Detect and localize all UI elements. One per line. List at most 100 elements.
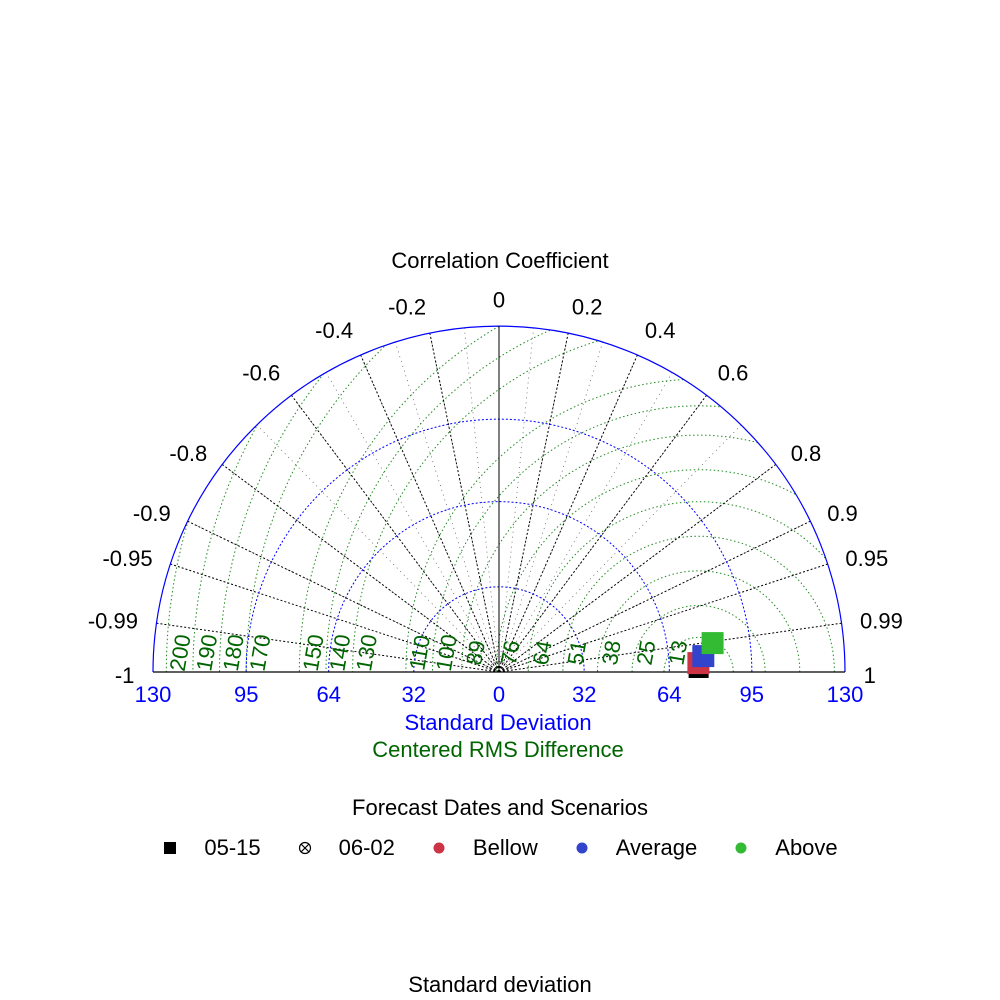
- correlation-ray: [187, 520, 500, 673]
- correlation-tick-label: -1: [115, 663, 135, 688]
- sd-tick-label: 64: [316, 682, 340, 707]
- rms-contour: [352, 340, 598, 672]
- rms-contour-label: 110: [404, 633, 435, 672]
- rms-contour: [165, 520, 189, 672]
- legend-item-05-15: 05-15: [162, 835, 261, 861]
- square-icon: [162, 840, 178, 856]
- rms-contour: [192, 426, 257, 672]
- sd-tick-label: 95: [740, 682, 764, 707]
- correlation-ray: [290, 394, 500, 673]
- rms-contour: [245, 346, 385, 672]
- sd-tick-label: 130: [827, 682, 864, 707]
- dot-icon: [431, 840, 447, 856]
- correlation-tick-label: 0.9: [827, 501, 858, 526]
- bottom-title: Standard deviation: [408, 972, 592, 997]
- rms-contour: [298, 325, 500, 672]
- rms-contour: [405, 379, 684, 673]
- correlation-ray: [498, 332, 569, 673]
- rms-axis-label: Centered RMS Difference: [372, 737, 624, 762]
- legend-item-06-02: 06-02: [297, 835, 395, 861]
- correlation-tick-label: 0.99: [860, 609, 903, 634]
- chart-title: Correlation Coefficient: [391, 248, 608, 273]
- correlation-minor-ray: [394, 341, 500, 673]
- rms-contour-label: 89: [461, 638, 490, 666]
- x-axis-label: Standard Deviation: [404, 710, 591, 735]
- sd-tick-label: 0: [493, 682, 505, 707]
- rms-contour: [325, 329, 551, 672]
- rms-contour-label: 76: [496, 638, 525, 666]
- correlation-tick-label: 1: [864, 663, 876, 688]
- correlation-tick-label: -0.4: [315, 318, 353, 343]
- rms-contour-label: 25: [632, 638, 661, 666]
- correlation-ray: [360, 354, 500, 673]
- correlation-tick-label: -0.99: [88, 609, 138, 634]
- crossed-circle-icon: [297, 840, 313, 856]
- correlation-ray: [498, 394, 707, 673]
- sd-tick-label: 32: [402, 682, 426, 707]
- legend-item-above: Above: [733, 835, 838, 861]
- rms-contour-label: 130: [351, 632, 382, 673]
- rms-contour: [219, 373, 325, 673]
- sd-tick-label: 32: [572, 682, 596, 707]
- correlation-tick-label: -0.9: [133, 501, 171, 526]
- legend-items: 05-15 06-02 Bellow Average Above: [0, 835, 1000, 861]
- correlation-ray: [498, 622, 842, 673]
- correlation-grid: [156, 326, 842, 673]
- correlation-minor-ray: [498, 327, 534, 673]
- rms-contour: [495, 469, 796, 672]
- legend-label: Bellow: [472, 835, 538, 860]
- correlation-minor-ray: [325, 372, 500, 673]
- correlation-ray: [429, 332, 500, 673]
- correlation-tick-label: 0.6: [718, 360, 749, 385]
- legend-label: Above: [775, 835, 838, 860]
- dot-icon: [574, 840, 590, 856]
- legend: Forecast Dates and Scenarios 05-15 06-02 B…: [0, 795, 1000, 861]
- rms-contour-label: 170: [245, 632, 276, 673]
- rms-contour: [461, 434, 759, 672]
- legend-label: 05-15: [204, 835, 261, 860]
- correlation-tick-label: 0.95: [845, 546, 888, 571]
- correlation-minor-ray: [464, 327, 500, 673]
- rms-contours: [165, 325, 835, 673]
- correlation-ray: [170, 563, 500, 673]
- correlation-tick-label: -0.95: [102, 546, 152, 571]
- correlation-tick-label: -0.8: [169, 441, 207, 466]
- correlation-ray: [156, 622, 500, 673]
- rms-contour: [432, 405, 720, 672]
- correlation-minor-ray: [498, 372, 673, 673]
- legend-item-bellow: Bellow: [431, 835, 538, 861]
- sd-tick-label: 64: [657, 682, 681, 707]
- rms-contour: [631, 605, 766, 672]
- sd-tick-label: 95: [234, 682, 258, 707]
- rms-contour: [562, 535, 835, 673]
- rms-contour: [597, 570, 801, 673]
- sd-tick-label: 130: [135, 682, 172, 707]
- data-point-above: [701, 632, 724, 655]
- rms-contour-label: 51: [562, 638, 591, 666]
- correlation-minor-ray: [256, 424, 500, 673]
- axes: [152, 325, 846, 673]
- correlation-minor-ray: [498, 341, 604, 673]
- correlation-tick-label: 0: [493, 287, 505, 312]
- legend-item-average: Average: [574, 835, 698, 861]
- labels: 0 0.2 0.4 0.6 0.8 0.9 0.95 0.99 1 -0.2 -0.4 -0.6 -0.…: [88, 287, 903, 707]
- correlation-tick-label: 0.2: [572, 295, 603, 320]
- correlation-tick-label: -0.6: [242, 360, 280, 385]
- correlation-ray: [498, 463, 777, 673]
- correlation-tick-label: 0.4: [645, 318, 676, 343]
- dot-icon: [733, 840, 749, 856]
- sd-arc: [328, 501, 670, 673]
- data-points: [687, 632, 724, 678]
- legend-title: Forecast Dates and Scenarios: [352, 795, 648, 820]
- rms-contour-label: 100: [431, 632, 462, 673]
- correlation-tick-label: -0.2: [388, 295, 426, 320]
- correlation-ray: [498, 520, 811, 673]
- rms-contour-label: 38: [597, 638, 626, 666]
- rms-contour-label: 64: [528, 638, 557, 666]
- legend-label: Average: [615, 835, 698, 860]
- correlation-ray: [498, 354, 638, 673]
- correlation-ray: [221, 463, 500, 673]
- rms-contour: [527, 501, 826, 672]
- correlation-tick-label: 0.8: [791, 441, 822, 466]
